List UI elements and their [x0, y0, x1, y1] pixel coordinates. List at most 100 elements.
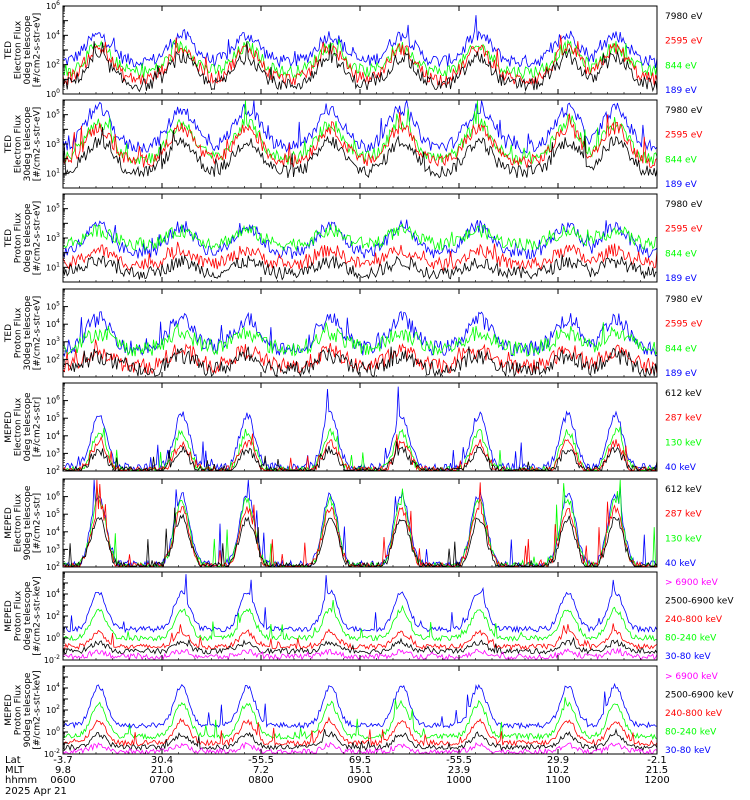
y-axis-label-line: 30deg telescope — [23, 106, 33, 181]
x-tick-label-hhmm: 0800 — [248, 775, 273, 786]
x-tick-label-hhmm: 0600 — [50, 775, 75, 786]
y-tick-label: 103 — [46, 138, 60, 149]
y-tick-label: 102 — [46, 353, 60, 364]
legend-entry: 844 eV — [665, 61, 698, 71]
y-axis-label-line: MEPED — [4, 411, 14, 443]
y-axis-label-line: TED — [4, 324, 14, 343]
legend-entry: 844 eV — [665, 155, 698, 165]
legend-entry: 240-800 keV — [665, 615, 723, 625]
y-axis-label-line: [#/cm2-s-str] — [33, 493, 43, 553]
y-axis-label-line: [#/cm2-s-str-eV] — [33, 296, 43, 371]
x-tick-label-mlt: 21.5 — [646, 765, 668, 776]
legend-entry: 287 keV — [665, 510, 702, 520]
x-tick-label-lat: -2.1 — [647, 755, 667, 766]
y-axis-label-line: 30deg telescope — [23, 295, 33, 370]
y-axis-label-line: TED — [4, 41, 14, 60]
legend-entry: 40 keV — [665, 559, 697, 569]
legend-entry: 2595 eV — [665, 225, 703, 235]
hhmm-row-label: hhmm — [5, 775, 37, 786]
legend-entry: 7980 eV — [665, 12, 703, 22]
y-axis-label-line: 0deg telescope — [23, 15, 33, 85]
x-tick-label-mlt: 23.9 — [448, 765, 470, 776]
y-tick-label: 101 — [46, 167, 60, 178]
y-axis-label-line: Electron Flux — [14, 493, 24, 552]
y-tick-label: 105 — [46, 203, 60, 214]
y-tick-label: 105 — [46, 412, 60, 423]
y-axis-label: TEDElectron Flux30deg telescope[#/cm2-s-… — [4, 106, 43, 181]
legend-entry: 40 keV — [665, 463, 697, 473]
y-axis-label-line: [#/cm2-s-str-eV] — [33, 201, 43, 276]
y-tick-label: 100 — [46, 726, 60, 737]
y-tick-label: 102 — [46, 704, 60, 715]
series-line-ted-electron-30-2 — [62, 112, 658, 168]
y-tick-label: 10-2 — [44, 654, 60, 665]
y-axis-label-line: Electron Flux — [14, 20, 24, 79]
y-axis-label-line: 90deg telescope — [23, 672, 33, 747]
y-axis-label-line: 90deg telescope — [23, 485, 33, 560]
series-line-ted-electron-30-3 — [62, 127, 658, 179]
legend-entry: 189 eV — [665, 274, 698, 284]
y-tick-label: 103 — [46, 447, 60, 458]
series-line-meped-proton-90-1 — [62, 697, 658, 741]
series-line-meped-proton-0-2 — [62, 623, 658, 651]
series-line-meped-proton-0-3 — [62, 636, 658, 655]
y-tick-label: 104 — [46, 318, 60, 329]
series-line-ted-electron-0-0 — [62, 15, 658, 69]
y-axis-label: MEPEDProton Flux90deg telescope[#/cm2-s-… — [4, 670, 43, 749]
legend-entry: 80-240 keV — [665, 634, 717, 644]
series-line-ted-proton-30-2 — [62, 339, 658, 375]
y-axis-label-line: Proton Flux — [14, 590, 24, 641]
series-line-ted-proton-30-1 — [62, 322, 658, 357]
date-label: 2025 Apr 21 — [5, 786, 67, 797]
y-axis-label-line: Proton Flux — [14, 212, 24, 263]
legend-entry: 130 keV — [665, 534, 702, 544]
lat-row-label: Lat — [5, 755, 21, 766]
legend-entry: 189 eV — [665, 180, 698, 190]
x-tick-label-lat: 30.4 — [151, 755, 173, 766]
y-tick-label: 104 — [46, 526, 60, 537]
legend-entry: 844 eV — [665, 344, 698, 354]
y-axis-label-line: 0deg telescope — [23, 581, 33, 651]
series-line-ted-electron-0-1 — [62, 38, 658, 80]
legend-entry: 7980 eV — [665, 106, 703, 116]
y-tick-label: 102 — [46, 59, 60, 70]
y-tick-label: 103 — [46, 232, 60, 243]
legend-entry: 189 eV — [665, 86, 698, 96]
legend-entry: 287 keV — [665, 414, 702, 424]
legend-entry: 2595 eV — [665, 320, 703, 330]
mlt-row-label: MLT — [5, 765, 25, 776]
y-axis-label: TEDElectron Flux0deg telescope[#/cm2-s-s… — [4, 13, 43, 88]
legend-entry: 240-800 keV — [665, 709, 723, 719]
legend-entry: 612 keV — [665, 389, 702, 399]
y-tick-label: 105 — [46, 301, 60, 312]
x-tick-label-lat: 29.9 — [547, 755, 569, 766]
x-tick-label-hhmm: 0700 — [149, 775, 174, 786]
legend-entry: 612 keV — [665, 485, 702, 495]
y-tick-label: 102 — [46, 561, 60, 572]
x-tick-label-lat: -3.7 — [53, 755, 73, 766]
y-axis-label: MEPEDProton Flux0deg telescope[#/cm2-s-s… — [4, 576, 43, 655]
y-axis-label-line: TED — [4, 135, 14, 154]
y-axis-label: MEPEDElectron Flux0deg telescope[#/cm2-s… — [4, 392, 43, 462]
series-line-ted-electron-0-3 — [62, 41, 658, 93]
legend-entry: 30-80 keV — [665, 746, 711, 756]
x-tick-label-mlt: 9.8 — [55, 765, 71, 776]
legend-entry: > 6900 keV — [665, 672, 719, 682]
legend-entry: 7980 eV — [665, 200, 703, 210]
legend-entry: 844 eV — [665, 249, 698, 259]
legend-entry: 2500-6900 keV — [665, 691, 734, 701]
x-tick-label-lat: 69.5 — [349, 755, 371, 766]
legend-entry: 30-80 keV — [665, 652, 711, 662]
y-tick-label: 106 — [46, 491, 60, 502]
y-axis-label-line: [#/cm2-s-str] — [33, 397, 43, 457]
legend-entry: > 6900 keV — [665, 578, 719, 588]
y-axis-label-line: MEPED — [4, 694, 14, 726]
legend-entry: 2595 eV — [665, 131, 703, 141]
